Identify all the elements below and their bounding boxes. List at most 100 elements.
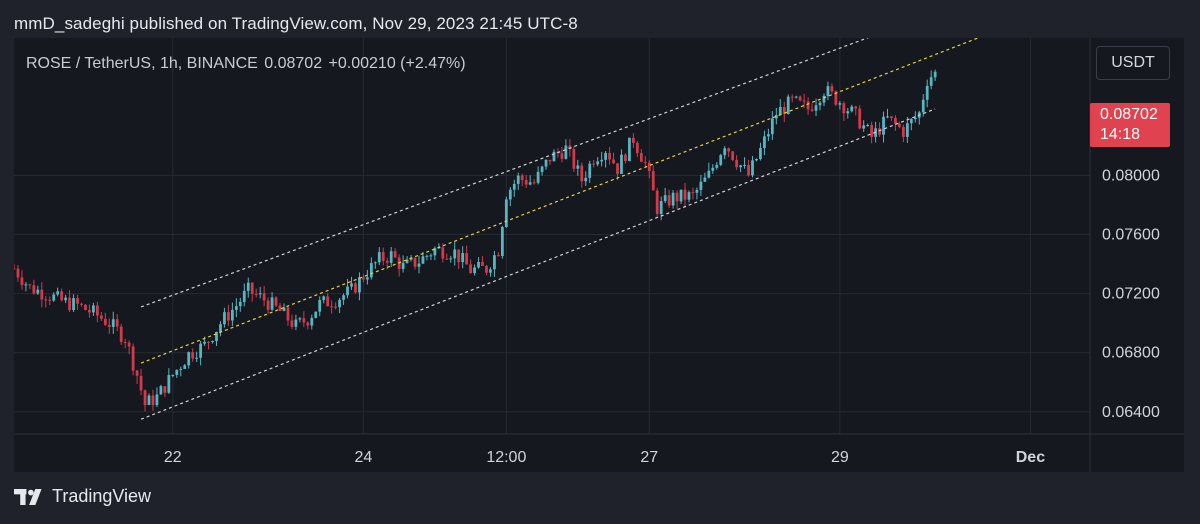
candle-body — [32, 285, 36, 294]
candle-body — [679, 189, 683, 202]
chart-area[interactable]: 22 24 12:00 27 29 Dec 0.08000 0.07600 0.07200 0.0… — [14, 38, 1184, 472]
candle-body — [612, 159, 615, 164]
candle-body — [354, 283, 357, 293]
candle-body — [199, 343, 203, 358]
candle-body — [794, 96, 798, 98]
candle-body — [858, 108, 862, 129]
candle-body — [219, 324, 222, 332]
candle-body — [512, 183, 516, 190]
candle-body — [381, 252, 385, 261]
candle-body — [901, 127, 905, 137]
candle-body — [890, 116, 893, 119]
candle-body — [639, 153, 643, 162]
candle-body — [540, 166, 544, 172]
candle-body — [461, 253, 465, 263]
tradingview-logo[interactable]: TradingView — [14, 486, 151, 507]
candle-body — [822, 95, 826, 103]
candle-body — [242, 290, 246, 302]
candle-body — [346, 286, 349, 296]
candle-body — [925, 85, 929, 100]
x-tick-label: 24 — [355, 449, 373, 466]
candle-body — [647, 162, 651, 172]
candle-body — [441, 247, 445, 259]
candle-body — [40, 289, 44, 300]
price-change: +0.00210 (+2.47%) — [328, 55, 466, 72]
candle-body — [770, 118, 774, 135]
candle-body — [699, 181, 703, 190]
candle-body — [739, 165, 742, 168]
candle-body — [365, 277, 369, 280]
candle-body — [171, 374, 175, 376]
candle-body — [675, 192, 679, 202]
candle-body — [870, 124, 874, 137]
candle-body — [183, 365, 187, 369]
candle-body — [755, 158, 758, 161]
candle-body — [95, 305, 99, 316]
candle-body — [838, 103, 842, 105]
candle-body — [814, 105, 818, 111]
candle-body — [798, 96, 802, 101]
candle-body — [147, 395, 151, 405]
candle-body — [385, 260, 389, 263]
candle-body — [131, 346, 135, 371]
candle-body — [68, 297, 71, 311]
candle-body — [898, 123, 901, 128]
candle-body — [842, 103, 846, 114]
candle-body — [477, 261, 480, 268]
candle-body — [564, 145, 568, 159]
candle-body — [497, 255, 500, 257]
channel-lower-line — [140, 108, 936, 420]
candle-body — [326, 296, 330, 307]
currency-button[interactable]: USDT — [1096, 46, 1170, 80]
candlestick-chart[interactable]: 22 24 12:00 27 29 Dec 0.08000 0.07600 0.07200 0.0… — [14, 38, 1184, 472]
candle-body — [572, 149, 576, 169]
candle-body — [88, 309, 91, 313]
symbol-name[interactable]: ROSE / TetherUS, 1h, BINANCE — [26, 55, 258, 72]
y-tick-label: 0.07600 — [1102, 227, 1160, 244]
candle-body — [191, 352, 195, 359]
candle-body — [290, 320, 294, 327]
candle-body — [262, 293, 266, 301]
candle-body — [425, 255, 429, 257]
candle-body — [139, 375, 143, 391]
candle-body — [373, 262, 377, 264]
candle-body — [413, 257, 417, 267]
candle-body — [731, 151, 735, 160]
candle-body — [810, 109, 814, 111]
candle-body — [107, 324, 111, 327]
candle-body — [520, 175, 524, 181]
candle-body — [862, 125, 866, 129]
candle-body — [306, 322, 310, 326]
candle-body — [167, 375, 171, 393]
candle-body — [604, 152, 607, 160]
brand-name: TradingView — [52, 486, 152, 506]
candle-body — [905, 123, 909, 137]
candle-body — [449, 258, 453, 260]
candle-body — [234, 306, 238, 310]
candle-body — [616, 163, 619, 174]
candle-body — [405, 259, 409, 263]
candle-body — [691, 192, 695, 194]
candle-body — [473, 267, 476, 274]
symbol-info: ROSE / TetherUS, 1h, BINANCE 0.08702 +0.… — [26, 55, 468, 73]
candle-body — [179, 368, 183, 370]
candle-body — [80, 303, 83, 305]
candle-body — [175, 369, 179, 375]
y-tick-label: 0.07200 — [1102, 286, 1160, 303]
candle-body — [568, 145, 572, 150]
candle-body — [187, 352, 191, 366]
candle-body — [528, 182, 532, 185]
candle-body — [608, 152, 611, 160]
candle-body — [651, 171, 655, 191]
candle-body — [552, 151, 556, 162]
candle-body — [854, 106, 858, 109]
candle-body — [909, 119, 913, 124]
candle-body — [834, 91, 838, 105]
candle-body — [695, 189, 699, 193]
candle-body — [763, 136, 766, 149]
candle-body — [850, 106, 854, 112]
candle-body — [282, 307, 286, 311]
candle-body — [624, 154, 627, 162]
candle-body — [155, 394, 159, 406]
candle-body — [806, 101, 810, 110]
